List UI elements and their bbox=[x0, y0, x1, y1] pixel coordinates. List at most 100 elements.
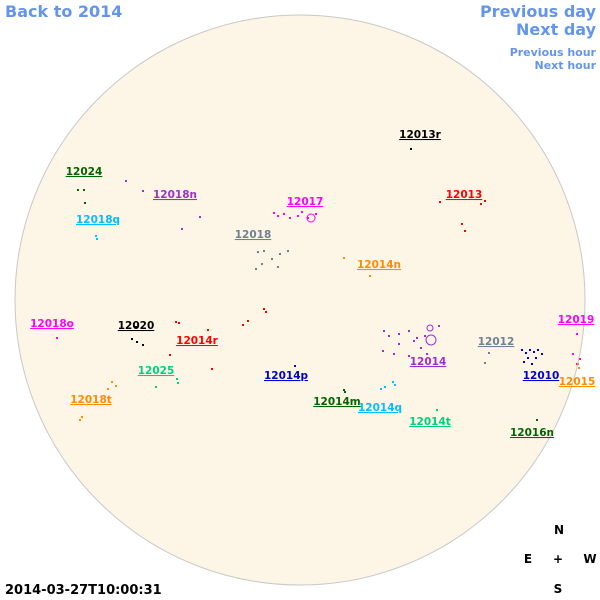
sunspot bbox=[577, 363, 579, 365]
sunspot bbox=[343, 257, 345, 259]
sunspot bbox=[398, 333, 400, 335]
compass-east: E bbox=[524, 552, 532, 566]
back-link[interactable]: Back to 2014 bbox=[5, 2, 122, 21]
sunspot bbox=[521, 349, 523, 351]
sunspot bbox=[131, 338, 133, 340]
sunspot bbox=[424, 335, 426, 337]
sunspot bbox=[263, 250, 265, 252]
region-label: 12025 bbox=[138, 365, 175, 377]
sunspot bbox=[207, 329, 209, 331]
sunspot bbox=[413, 340, 415, 342]
sunspot bbox=[464, 230, 466, 232]
sunspot bbox=[177, 382, 179, 384]
region-label: 12018t bbox=[70, 394, 112, 406]
compass-south: S bbox=[554, 582, 563, 596]
sunspot bbox=[488, 352, 490, 354]
sunspot bbox=[181, 228, 183, 230]
compass-north: N bbox=[554, 523, 564, 537]
sunspot bbox=[125, 180, 127, 182]
sunspot bbox=[484, 362, 486, 364]
sunspot bbox=[107, 388, 109, 390]
sunspot bbox=[277, 215, 279, 217]
next-hour-link[interactable]: Next hour bbox=[535, 59, 597, 72]
sunspot bbox=[289, 217, 291, 219]
sunspot bbox=[263, 308, 265, 310]
sunspot bbox=[255, 268, 257, 270]
compass-west: W bbox=[583, 552, 596, 566]
sunspot bbox=[393, 353, 395, 355]
sunspot bbox=[95, 235, 97, 237]
sunspot bbox=[525, 352, 527, 354]
sunspot bbox=[572, 353, 574, 355]
region-label: 12014q bbox=[358, 402, 402, 414]
previous-hour-link[interactable]: Previous hour bbox=[510, 46, 597, 59]
sunspot bbox=[211, 368, 213, 370]
region-label: 12018o bbox=[30, 318, 74, 330]
sunspot bbox=[169, 354, 171, 356]
sunspot bbox=[416, 337, 418, 339]
sunspot bbox=[382, 350, 384, 352]
sunspot bbox=[115, 385, 117, 387]
sunspot bbox=[294, 365, 296, 367]
sunspot bbox=[426, 353, 428, 355]
sunspot-ring bbox=[306, 213, 316, 223]
region-label: 12015 bbox=[559, 376, 596, 388]
sunspot bbox=[265, 311, 267, 313]
sunspot bbox=[484, 200, 486, 202]
sunspot bbox=[410, 148, 412, 150]
sunspot bbox=[343, 389, 345, 391]
sunspot bbox=[199, 216, 201, 218]
sunspot bbox=[273, 212, 275, 214]
region-label: 12017 bbox=[287, 196, 324, 208]
previous-day-link[interactable]: Previous day bbox=[480, 2, 597, 21]
sunspot bbox=[380, 388, 382, 390]
sunspot bbox=[392, 381, 394, 383]
region-label: 12014t bbox=[409, 416, 451, 428]
sunspot bbox=[301, 211, 303, 213]
region-label: 12014 bbox=[410, 356, 447, 368]
sunspot bbox=[523, 361, 525, 363]
sunspot bbox=[541, 353, 543, 355]
region-label: 12013r bbox=[399, 129, 442, 141]
sunspot bbox=[142, 344, 144, 346]
sunspot bbox=[480, 203, 482, 205]
sunspot bbox=[297, 215, 299, 217]
region-label: 12014n bbox=[357, 259, 401, 271]
sunspot-ring bbox=[425, 334, 437, 346]
solar-disk bbox=[14, 14, 586, 586]
sunspot bbox=[537, 349, 539, 351]
sunspot bbox=[178, 322, 180, 324]
sunspot bbox=[83, 189, 85, 191]
sunspot bbox=[283, 213, 285, 215]
compass-center: + bbox=[553, 552, 563, 566]
sunspot bbox=[408, 330, 410, 332]
sunspot bbox=[369, 275, 371, 277]
sunspot bbox=[77, 189, 79, 191]
next-day-link[interactable]: Next day bbox=[516, 20, 597, 39]
sunspot bbox=[279, 253, 281, 255]
sunspot bbox=[533, 351, 535, 353]
region-label: 12018 bbox=[235, 229, 272, 241]
sunspot bbox=[408, 355, 410, 357]
sunspot bbox=[175, 321, 177, 323]
sunspot bbox=[439, 201, 441, 203]
sunspot-ring bbox=[426, 324, 434, 332]
sunspot bbox=[287, 250, 289, 252]
region-label: 12016n bbox=[510, 427, 554, 439]
sunspot bbox=[420, 347, 422, 349]
sunspot bbox=[579, 358, 581, 360]
region-label: 12020 bbox=[118, 320, 155, 332]
sunspot bbox=[398, 343, 400, 345]
sunspot bbox=[394, 384, 396, 386]
region-label: 12014p bbox=[264, 370, 309, 382]
sunspot bbox=[261, 263, 263, 265]
sunspot bbox=[135, 326, 137, 328]
sunspot bbox=[344, 391, 346, 393]
sunspot bbox=[142, 190, 144, 192]
sunspot bbox=[155, 386, 157, 388]
sunspot bbox=[536, 419, 538, 421]
region-label: 12014m bbox=[313, 396, 361, 408]
sunspot bbox=[461, 223, 463, 225]
